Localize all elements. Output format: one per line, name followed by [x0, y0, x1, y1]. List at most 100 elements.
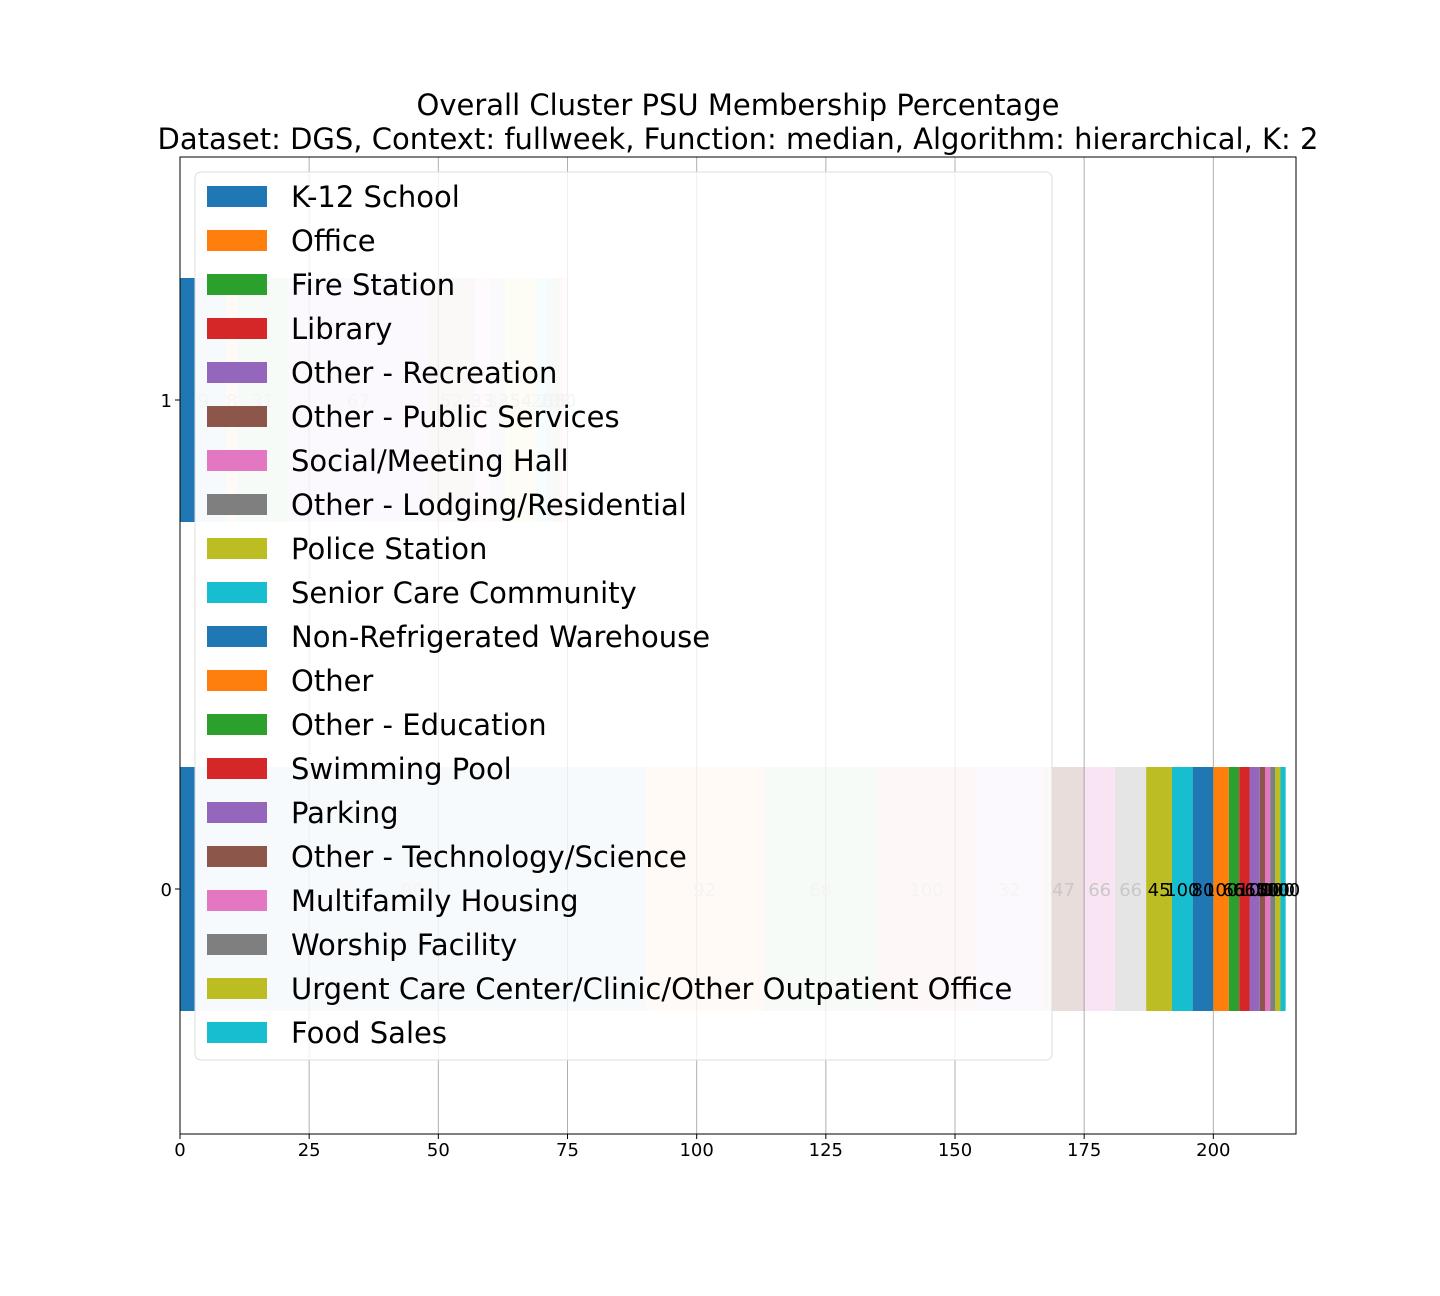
legend-swatch [207, 714, 267, 735]
data-label: 66 [1088, 880, 1111, 901]
bar-segment-fill [1249, 767, 1260, 1011]
legend-entry: Non-Refrigerated Warehouse [207, 620, 710, 654]
data-label: 100 [1245, 880, 1279, 901]
legend-swatch [207, 230, 267, 251]
bar-base-strip [180, 278, 195, 522]
data-label: 100 [1261, 880, 1295, 901]
legend-swatch [207, 890, 267, 911]
bar-segment-fill [1172, 767, 1193, 1011]
bar-segment-fill [1275, 767, 1281, 1011]
data-label: 100 [1266, 880, 1300, 901]
legend-label: Parking [291, 796, 399, 830]
legend-entry: Police Station [207, 532, 487, 566]
legend-swatch [207, 626, 267, 647]
legend-swatch [207, 1022, 267, 1043]
data-label: 45 [1148, 880, 1171, 901]
legend-entry: Other - Public Services [207, 400, 620, 434]
legend-entry: Other - Education [207, 708, 547, 742]
legend-label: Other - Recreation [291, 356, 557, 390]
y-tick-label: 1 [161, 391, 172, 412]
x-tick-label: 0 [174, 1140, 185, 1161]
legend-swatch [207, 934, 267, 955]
legend: K-12 School Office Fire Station Library Othe… [194, 171, 1053, 1061]
data-label: 100 [1165, 880, 1199, 901]
bar-segment [1280, 767, 1286, 1011]
data-label: 80 [1192, 880, 1215, 901]
bar-segment [1265, 767, 1271, 1011]
legend-swatch [207, 406, 267, 427]
x-tick-label: 150 [938, 1140, 972, 1161]
bar-segment-fill [1213, 767, 1229, 1011]
bar-segment-fill [1115, 767, 1147, 1011]
legend-label: K-12 School [291, 180, 460, 214]
bar-segment [1228, 767, 1240, 1011]
bar-segment [1192, 767, 1214, 1011]
legend-label: Other [291, 664, 373, 698]
bar-segment-fill [1192, 767, 1214, 1011]
legend-swatch [207, 494, 267, 515]
legend-entry: Swimming Pool [207, 752, 512, 786]
legend-label: Social/Meeting Hall [291, 444, 569, 478]
legend-entry: Fire Station [207, 268, 455, 302]
legend-entry: Worship Facility [207, 928, 517, 962]
bar-segment-fill [1228, 767, 1240, 1011]
x-tick-label: 75 [556, 1140, 579, 1161]
x-tick-label: 125 [809, 1140, 843, 1161]
x-tick-label: 175 [1067, 1140, 1101, 1161]
bar-segment [1275, 767, 1281, 1011]
legend-swatch [207, 670, 267, 691]
legend-label: Urgent Care Center/Clinic/Other Outpatie… [291, 972, 1012, 1006]
y-axis: 01 [161, 391, 180, 901]
legend-label: Office [291, 224, 376, 258]
legend-label: Library [291, 312, 392, 346]
data-label: 66 [1233, 880, 1256, 901]
bar-segment-fill [1265, 767, 1271, 1011]
legend-entry: Office [207, 224, 376, 258]
legend-entry: Food Sales [207, 1016, 447, 1050]
legend-label: Fire Station [291, 268, 455, 302]
legend-label: Swimming Pool [291, 752, 512, 786]
legend-swatch [207, 538, 267, 559]
bar-segment [1115, 767, 1147, 1011]
legend-entry: K-12 School [207, 180, 460, 214]
data-label: 100 [1237, 880, 1271, 901]
bar-segment [1172, 767, 1193, 1011]
legend-swatch [207, 450, 267, 471]
bar-segment [1084, 767, 1116, 1011]
x-tick-label: 200 [1196, 1140, 1230, 1161]
bar-segment [1146, 767, 1172, 1011]
legend-label: Other - Education [291, 708, 547, 742]
legend-swatch [207, 978, 267, 999]
x-tick-label: 50 [427, 1140, 450, 1161]
legend-label: Other - Public Services [291, 400, 620, 434]
legend-swatch [207, 274, 267, 295]
legend-entry: Senior Care Community [207, 576, 637, 610]
legend-entry: Other - Lodging/Residential [207, 488, 687, 522]
y-tick-label: 0 [161, 880, 172, 901]
legend-swatch [207, 318, 267, 339]
legend-entry: Other [207, 664, 373, 698]
legend-box [194, 171, 1053, 1061]
legend-swatch [207, 802, 267, 823]
data-label: 50 [1256, 880, 1279, 901]
legend-label: Food Sales [291, 1016, 447, 1050]
legend-entry: Other - Recreation [207, 356, 557, 390]
legend-entry: Social/Meeting Hall [207, 444, 569, 478]
data-label: 47 [1052, 880, 1075, 901]
bar-segment-fill [1280, 767, 1286, 1011]
bar-base-strip [180, 767, 195, 1011]
legend-swatch [207, 362, 267, 383]
x-tick-label: 25 [298, 1140, 321, 1161]
bar-segment [1270, 767, 1276, 1011]
legend-label: Worship Facility [291, 928, 517, 962]
legend-label: Multifamily Housing [291, 884, 579, 918]
data-label: 100 [1256, 880, 1290, 901]
legend-entry: Multifamily Housing [207, 884, 579, 918]
data-label: 66 [1119, 880, 1142, 901]
legend-label: Police Station [291, 532, 487, 566]
bar-segment-fill [1259, 767, 1265, 1011]
data-label: 66 [1223, 880, 1246, 901]
x-tick-label: 100 [679, 1140, 713, 1161]
legend-swatch [207, 758, 267, 779]
